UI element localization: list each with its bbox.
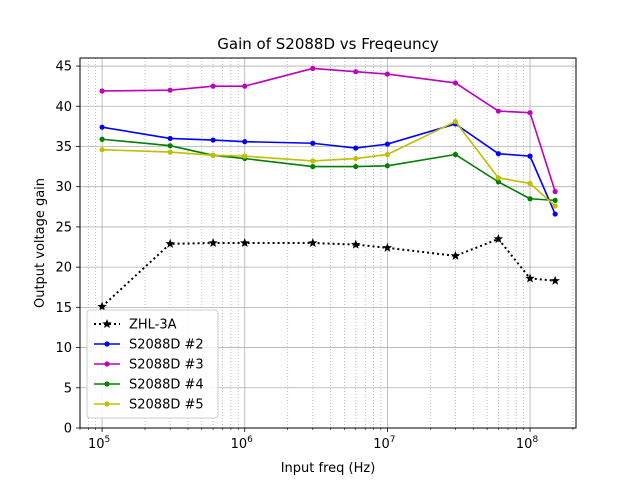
data-point-marker: [99, 124, 105, 130]
data-point-marker: [310, 163, 316, 170]
y-tick-label: 20: [55, 261, 72, 276]
data-point-marker: [210, 152, 216, 158]
y-tick-label: 40: [55, 100, 72, 115]
data-point-marker: [550, 275, 560, 285]
x-tick-label: 107: [373, 435, 395, 452]
data-point-marker: [495, 179, 501, 185]
data-point-marker: [167, 87, 173, 93]
data-point-marker: [99, 136, 105, 142]
x-tick-label: 108: [516, 435, 539, 452]
data-point-marker: [208, 238, 218, 248]
legend-entry-label: S2088D #2: [129, 338, 204, 353]
plot-frame: [79, 57, 577, 429]
data-point-marker: [242, 139, 248, 145]
data-point-marker: [495, 175, 501, 181]
data-point-marker: [310, 140, 316, 146]
series-group: [97, 65, 560, 311]
data-point-marker: [242, 83, 248, 89]
data-point-marker: [99, 147, 105, 153]
legend-marker: [104, 361, 110, 367]
data-point-marker: [552, 203, 558, 209]
data-point-marker: [242, 153, 248, 159]
x-tick-base: 10: [373, 437, 390, 452]
data-point-marker: [165, 238, 175, 248]
data-point-marker: [310, 158, 316, 164]
legend: ZHL-3A S2088D #2 S2088D #3 S2088D #4 S2088D …: [86, 309, 219, 419]
data-point-marker: [167, 135, 173, 142]
y-tick-label: 0: [64, 422, 72, 437]
legend-marker: [104, 381, 110, 387]
data-point-marker: [552, 211, 558, 217]
data-point-marker: [99, 88, 105, 94]
data-point-marker: [495, 151, 501, 157]
data-point-marker: [450, 250, 461, 260]
data-point-marker: [452, 151, 459, 158]
legend-marker: [104, 341, 110, 347]
data-point-marker: [310, 65, 316, 72]
legend-marker: [102, 319, 112, 329]
data-point-marker: [527, 110, 533, 116]
x-tick-exponent: 7: [390, 435, 396, 445]
data-point-marker: [353, 163, 359, 170]
legend-entry-label: ZHL-3A: [129, 318, 177, 333]
legend-box: [86, 309, 219, 419]
x-tick-base: 10: [231, 437, 248, 452]
data-point-marker: [382, 242, 393, 252]
series-line-0: [101, 237, 556, 308]
data-point-marker: [525, 273, 535, 283]
data-point-marker: [527, 196, 533, 202]
data-point-marker: [308, 238, 318, 248]
data-point-marker: [167, 149, 173, 155]
legend-entry-label: S2088D #3: [129, 358, 204, 373]
data-point-marker: [384, 151, 390, 158]
data-point-marker: [384, 163, 390, 169]
y-axis-label: Output voltage gain: [33, 178, 48, 308]
y-tick-label: 15: [55, 301, 72, 316]
data-point-marker: [527, 180, 533, 187]
data-point-marker: [452, 80, 459, 86]
data-point-marker: [495, 108, 501, 114]
data-point-marker: [210, 137, 216, 143]
x-tick-label: 106: [231, 435, 254, 452]
x-tick-exponent: 8: [532, 435, 538, 445]
x-tick-base: 10: [516, 437, 533, 452]
data-point-marker: [552, 188, 558, 195]
x-axis-label: Input freq (Hz): [281, 461, 376, 476]
y-tick-label: 30: [55, 180, 72, 195]
data-point-marker: [527, 153, 533, 159]
data-point-marker: [167, 143, 173, 149]
data-point-marker: [493, 233, 504, 244]
data-point-marker: [353, 155, 359, 162]
data-point-marker: [353, 69, 359, 75]
data-point-marker: [350, 239, 361, 249]
legend-entry-label: S2088D #5: [129, 398, 204, 413]
y-tick-label: 10: [55, 341, 72, 356]
data-point-marker: [97, 301, 107, 311]
data-point-marker: [239, 238, 250, 248]
data-point-marker: [210, 83, 216, 89]
legend-entry-label: S2088D #4: [129, 378, 204, 393]
data-point-marker: [384, 71, 390, 77]
data-point-marker: [552, 197, 558, 203]
y-tick-label: 45: [55, 60, 72, 75]
y-tick-label: 5: [64, 381, 72, 396]
x-tick-label: 105: [88, 435, 110, 452]
y-tick-label: 35: [55, 140, 72, 155]
y-tick-label: 25: [55, 220, 72, 235]
data-point-marker: [452, 118, 459, 125]
x-tick-exponent: 5: [105, 435, 111, 445]
legend-marker: [104, 401, 110, 407]
chart-title: Gain of S2088D vs Freqeuncy: [217, 35, 439, 53]
data-point-marker: [353, 145, 359, 151]
x-tick-base: 10: [88, 437, 105, 452]
x-tick-exponent: 6: [247, 435, 253, 445]
data-point-marker: [384, 141, 390, 147]
